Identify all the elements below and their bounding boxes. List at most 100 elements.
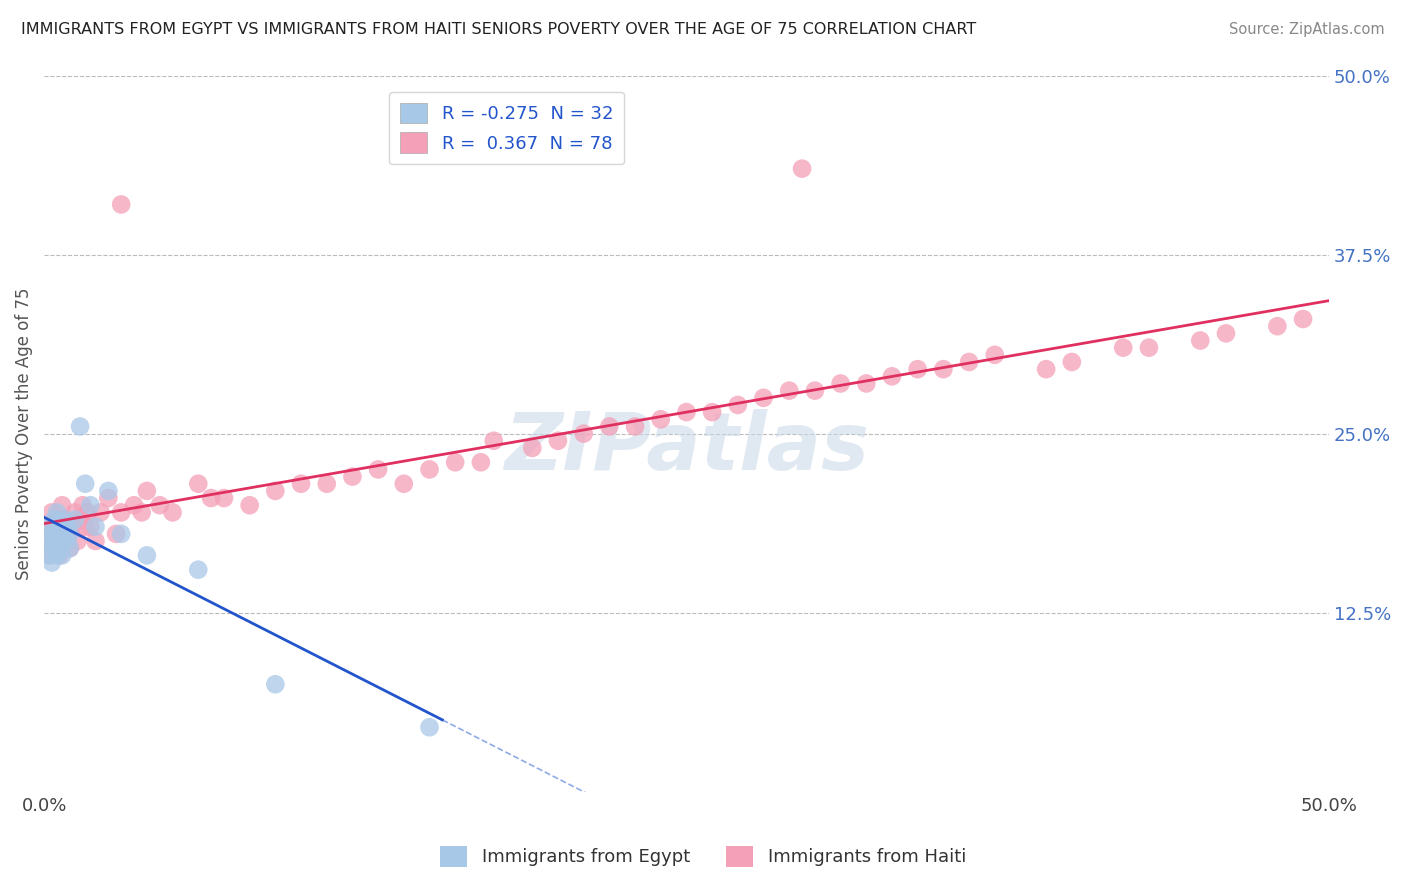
Point — [51, 549, 73, 563]
Point — [53, 527, 76, 541]
Point — [1060, 355, 1083, 369]
Point — [84, 534, 107, 549]
Point — [624, 419, 647, 434]
Point — [59, 541, 82, 556]
Point — [59, 527, 82, 541]
Point — [110, 505, 132, 519]
Point — [35, 534, 58, 549]
Point — [598, 419, 620, 434]
Point — [41, 556, 63, 570]
Point — [56, 534, 79, 549]
Point — [48, 527, 70, 541]
Point — [84, 519, 107, 533]
Point — [35, 534, 58, 549]
Point — [38, 519, 60, 533]
Point — [1189, 334, 1212, 348]
Point — [44, 541, 66, 556]
Point — [522, 441, 544, 455]
Point — [69, 419, 91, 434]
Point — [72, 498, 94, 512]
Point — [470, 455, 492, 469]
Point — [41, 527, 63, 541]
Point — [1267, 319, 1289, 334]
Point — [932, 362, 955, 376]
Point — [51, 498, 73, 512]
Y-axis label: Seniors Poverty Over the Age of 75: Seniors Poverty Over the Age of 75 — [15, 287, 32, 580]
Point — [392, 476, 415, 491]
Point — [1035, 362, 1057, 376]
Point — [46, 549, 69, 563]
Point — [41, 505, 63, 519]
Point — [418, 720, 440, 734]
Point — [804, 384, 827, 398]
Point — [907, 362, 929, 376]
Point — [880, 369, 903, 384]
Point — [110, 527, 132, 541]
Point — [76, 505, 98, 519]
Text: IMMIGRANTS FROM EGYPT VS IMMIGRANTS FROM HAITI SENIORS POVERTY OVER THE AGE OF 7: IMMIGRANTS FROM EGYPT VS IMMIGRANTS FROM… — [21, 22, 976, 37]
Point — [46, 505, 69, 519]
Point — [44, 534, 66, 549]
Point — [135, 483, 157, 498]
Point — [444, 455, 467, 469]
Point — [38, 549, 60, 563]
Point — [727, 398, 749, 412]
Point — [110, 197, 132, 211]
Point — [187, 476, 209, 491]
Point — [187, 563, 209, 577]
Point — [97, 491, 120, 505]
Point — [69, 512, 91, 526]
Point — [59, 541, 82, 556]
Point — [60, 519, 83, 533]
Point — [63, 505, 86, 519]
Point — [212, 491, 235, 505]
Point — [367, 462, 389, 476]
Point — [752, 391, 775, 405]
Point — [53, 512, 76, 526]
Point — [290, 476, 312, 491]
Point — [135, 549, 157, 563]
Point — [778, 384, 800, 398]
Point — [700, 405, 723, 419]
Point — [38, 519, 60, 533]
Point — [239, 498, 262, 512]
Point — [149, 498, 172, 512]
Point — [264, 677, 287, 691]
Point — [56, 519, 79, 533]
Point — [482, 434, 505, 448]
Point — [46, 527, 69, 541]
Point — [75, 476, 97, 491]
Text: Source: ZipAtlas.com: Source: ZipAtlas.com — [1229, 22, 1385, 37]
Point — [547, 434, 569, 448]
Point — [650, 412, 672, 426]
Point — [66, 534, 89, 549]
Text: ZIPatlas: ZIPatlas — [503, 409, 869, 487]
Point — [105, 527, 128, 541]
Point — [1215, 326, 1237, 341]
Point — [315, 476, 337, 491]
Point — [984, 348, 1007, 362]
Point — [79, 498, 101, 512]
Point — [342, 469, 364, 483]
Point — [44, 519, 66, 533]
Point — [38, 549, 60, 563]
Point — [63, 512, 86, 526]
Point — [79, 519, 101, 533]
Point — [51, 519, 73, 533]
Point — [1292, 312, 1315, 326]
Point — [44, 512, 66, 526]
Point — [46, 534, 69, 549]
Point — [830, 376, 852, 391]
Point — [1112, 341, 1135, 355]
Point — [75, 519, 97, 533]
Point — [855, 376, 877, 391]
Point — [90, 505, 112, 519]
Point — [56, 527, 79, 541]
Point — [41, 527, 63, 541]
Point — [572, 426, 595, 441]
Point — [675, 405, 697, 419]
Point — [51, 534, 73, 549]
Point — [48, 519, 70, 533]
Point — [122, 498, 145, 512]
Point — [53, 534, 76, 549]
